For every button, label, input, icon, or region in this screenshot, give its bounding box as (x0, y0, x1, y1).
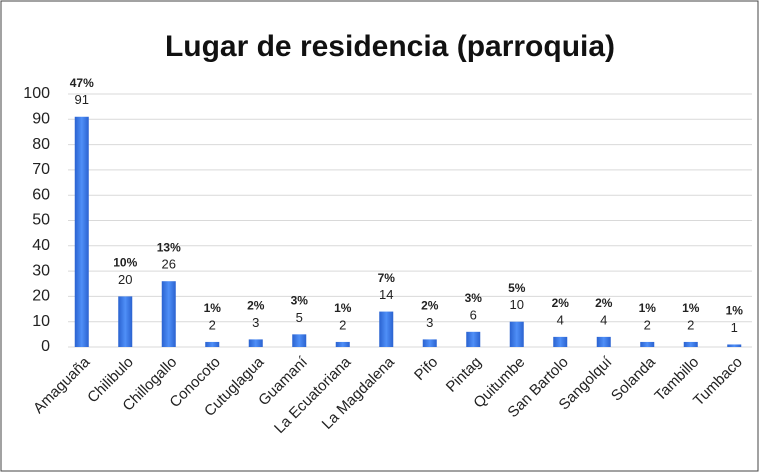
percent-label: 2% (421, 299, 439, 313)
value-label: 26 (162, 257, 176, 272)
bar (118, 296, 133, 347)
y-tick-label: 20 (32, 288, 50, 305)
value-label: 4 (557, 312, 564, 327)
bar (292, 334, 307, 347)
y-tick-label: 100 (23, 85, 50, 102)
percent-label: 13% (157, 240, 181, 254)
percent-label: 2% (552, 296, 570, 310)
value-label: 10 (510, 297, 524, 312)
percent-label: 1% (334, 301, 352, 315)
bar (683, 341, 698, 347)
percent-label: 2% (247, 299, 265, 313)
percent-label: 3% (465, 291, 483, 305)
value-label: 2 (644, 317, 651, 332)
value-label: 1 (731, 320, 738, 335)
bar (248, 339, 263, 347)
value-label: 14 (379, 287, 393, 302)
percent-label: 1% (682, 301, 700, 315)
bar (379, 311, 394, 347)
chart-title: Lugar de residencia (parroquia) (165, 30, 615, 63)
y-tick-label: 10 (32, 313, 50, 330)
value-label: 20 (118, 272, 132, 287)
bar (553, 336, 568, 347)
percent-label: 47% (70, 76, 94, 90)
bar (640, 341, 655, 347)
value-label: 3 (426, 315, 433, 330)
y-tick-label: 80 (32, 136, 50, 153)
value-label: 6 (470, 307, 477, 322)
value-label: 2 (687, 317, 694, 332)
percent-label: 3% (291, 294, 309, 308)
y-tick-label: 30 (32, 262, 50, 279)
value-label: 2 (339, 317, 346, 332)
bar (335, 341, 350, 347)
value-label: 4 (600, 312, 607, 327)
y-tick-label: 70 (32, 161, 50, 178)
bar (727, 344, 742, 347)
percent-label: 2% (595, 296, 613, 310)
percent-label: 7% (378, 271, 396, 285)
percent-label: 1% (726, 304, 744, 318)
y-tick-label: 60 (32, 186, 50, 203)
y-tick-label: 0 (41, 338, 50, 355)
bar (161, 281, 176, 347)
y-tick-label: 40 (32, 237, 50, 254)
bar (509, 321, 524, 347)
y-tick-label: 50 (32, 212, 50, 229)
y-tick-label: 90 (32, 111, 50, 128)
bar (205, 341, 220, 347)
value-label: 5 (296, 310, 303, 325)
percent-label: 10% (113, 256, 137, 270)
bar (466, 331, 481, 347)
bar (596, 336, 611, 347)
value-label: 2 (209, 317, 216, 332)
percent-label: 5% (508, 281, 526, 295)
bar (74, 116, 89, 348)
bar (422, 339, 437, 347)
percent-label: 1% (204, 301, 222, 315)
value-label: 91 (75, 92, 89, 107)
percent-label: 1% (639, 301, 657, 315)
value-label: 3 (252, 315, 259, 330)
